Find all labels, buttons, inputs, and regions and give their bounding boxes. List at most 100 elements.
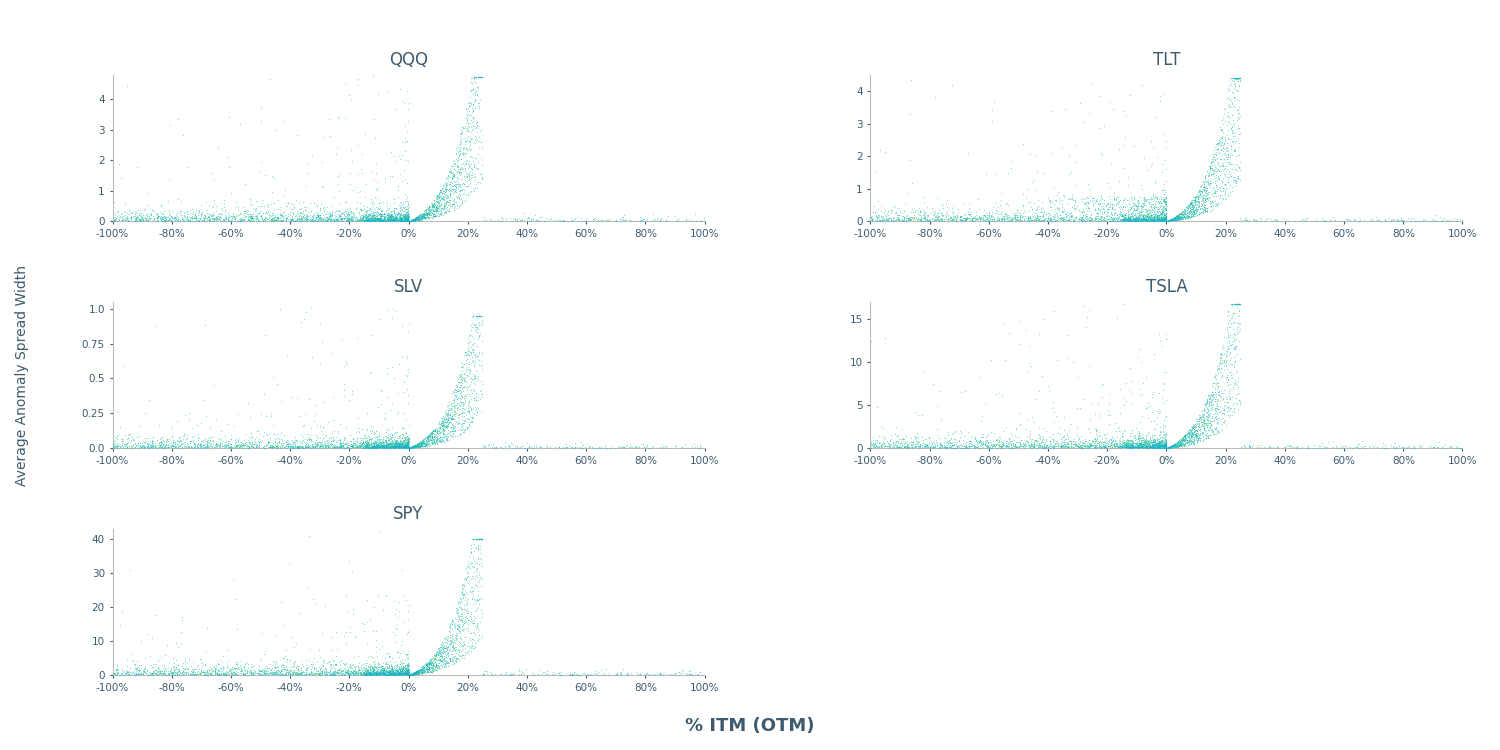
- Point: [424, 431, 448, 443]
- Point: [420, 431, 444, 443]
- Point: [988, 188, 1012, 200]
- Point: [130, 211, 154, 223]
- Point: [430, 416, 454, 428]
- Point: [381, 667, 405, 679]
- Point: [386, 440, 410, 452]
- Point: [204, 211, 228, 223]
- Point: [1198, 184, 1222, 196]
- Point: [426, 190, 450, 202]
- Point: [1144, 214, 1168, 226]
- Point: [261, 215, 285, 227]
- Point: [176, 429, 200, 441]
- Point: [1202, 414, 1225, 426]
- Point: [452, 398, 476, 410]
- Point: [238, 215, 262, 227]
- Point: [1196, 165, 1219, 177]
- Point: [390, 666, 414, 678]
- Point: [1128, 212, 1152, 224]
- Point: [1226, 170, 1250, 182]
- Point: [194, 659, 217, 671]
- Point: [429, 186, 453, 198]
- Point: [285, 660, 309, 672]
- Point: [180, 668, 204, 680]
- Point: [1208, 363, 1231, 375]
- Point: [378, 433, 402, 445]
- Point: [510, 667, 534, 679]
- Point: [396, 664, 420, 676]
- Point: [927, 212, 951, 224]
- Point: [1204, 162, 1228, 174]
- Point: [374, 668, 398, 680]
- Point: [472, 211, 496, 223]
- Point: [1194, 431, 1218, 443]
- Point: [195, 439, 219, 451]
- Point: [217, 665, 242, 677]
- Point: [865, 203, 889, 215]
- Point: [436, 424, 460, 436]
- Point: [498, 440, 522, 452]
- Point: [386, 667, 410, 679]
- Point: [1138, 214, 1162, 226]
- Point: [286, 441, 310, 453]
- Point: [1394, 214, 1417, 226]
- Point: [153, 212, 177, 224]
- Point: [1149, 215, 1173, 227]
- Point: [432, 415, 456, 427]
- Point: [411, 209, 435, 220]
- Point: [144, 668, 168, 680]
- Point: [204, 668, 228, 680]
- Point: [410, 668, 434, 680]
- Point: [945, 206, 969, 218]
- Point: [370, 667, 394, 679]
- Point: [126, 430, 150, 442]
- Point: [560, 441, 584, 453]
- Point: [226, 439, 251, 451]
- Point: [390, 668, 414, 680]
- Point: [393, 667, 417, 679]
- Point: [1430, 215, 1454, 227]
- Point: [354, 441, 378, 453]
- Point: [1110, 210, 1134, 222]
- Point: [390, 669, 414, 681]
- Point: [340, 668, 364, 680]
- Point: [422, 658, 446, 670]
- Point: [1226, 326, 1250, 338]
- Point: [402, 668, 426, 680]
- Point: [154, 213, 178, 225]
- Point: [183, 666, 207, 678]
- Point: [356, 213, 380, 225]
- Point: [1206, 362, 1230, 374]
- Point: [1108, 432, 1132, 444]
- Point: [382, 437, 406, 449]
- Point: [142, 440, 166, 452]
- Point: [220, 208, 245, 220]
- Point: [358, 668, 382, 680]
- Point: [424, 648, 448, 660]
- Point: [1126, 351, 1150, 363]
- Point: [390, 667, 414, 679]
- Point: [938, 436, 962, 448]
- Point: [1209, 143, 1233, 155]
- Point: [374, 440, 398, 452]
- Point: [938, 436, 962, 448]
- Point: [144, 668, 168, 680]
- Point: [400, 441, 424, 453]
- Point: [1164, 214, 1188, 226]
- Point: [375, 668, 399, 680]
- Point: [236, 439, 260, 451]
- Point: [368, 215, 392, 227]
- Point: [441, 184, 465, 196]
- Point: [165, 214, 189, 226]
- Point: [1140, 213, 1164, 225]
- Point: [453, 189, 477, 201]
- Point: [400, 440, 424, 452]
- Point: [1118, 442, 1142, 454]
- Point: [436, 419, 460, 431]
- Point: [1306, 442, 1330, 454]
- Point: [1144, 441, 1168, 453]
- Point: [336, 215, 360, 227]
- Point: [423, 650, 447, 662]
- Point: [1160, 440, 1184, 452]
- Point: [1161, 441, 1185, 453]
- Point: [1144, 211, 1168, 223]
